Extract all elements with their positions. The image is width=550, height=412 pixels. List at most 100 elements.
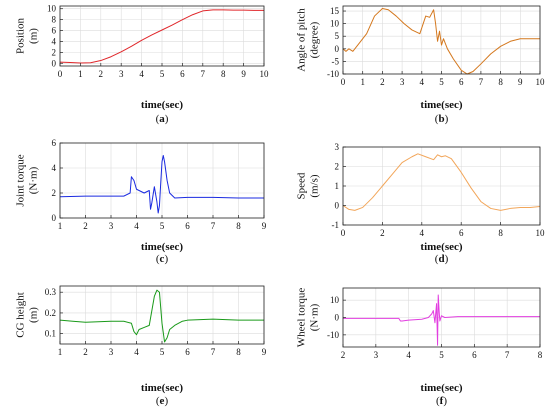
y-axis-label: (N·m): [28, 166, 40, 194]
y-tick-label: 4: [52, 163, 57, 173]
y-axis-label: (m/s): [309, 174, 321, 198]
panel-caption: (d): [435, 253, 449, 265]
x-tick-label: 9: [518, 77, 523, 87]
x-axis-label: time(sec): [141, 241, 183, 253]
x-tick-label: 5: [160, 221, 165, 231]
series-line-0: [342, 153, 541, 211]
x-tick-label: 7: [505, 350, 510, 360]
y-tick-label: 0: [52, 213, 57, 223]
x-tick-label: 9: [241, 69, 246, 79]
y-tick-label: 10: [47, 4, 57, 14]
x-tick-label: 4: [139, 69, 144, 79]
x-axis-label: time(sec): [420, 99, 462, 111]
x-tick-label: 6: [459, 77, 464, 87]
y-tick-label: 4: [52, 36, 57, 46]
x-tick-label: 3: [109, 347, 114, 357]
x-tick-label: 1: [78, 69, 83, 79]
x-tick-label: 3: [119, 69, 124, 79]
x-tick-label: 4: [420, 77, 425, 87]
panel-caption: (a): [156, 113, 169, 125]
x-tick-label: 7: [201, 69, 206, 79]
y-axis-label: Angle of pitch: [296, 8, 308, 72]
x-tick-label: 6: [185, 347, 190, 357]
y-tick-label: -10: [327, 330, 339, 340]
x-tick-label: 7: [211, 347, 216, 357]
x-tick-label: 2: [380, 228, 385, 238]
x-tick-label: 5: [439, 77, 444, 87]
x-tick-label: 10: [260, 69, 270, 79]
y-axis-label: (N·m): [309, 303, 321, 331]
series-line-0: [59, 9, 264, 64]
panel-caption: (e): [156, 395, 169, 407]
x-axis-label: time(sec): [141, 99, 183, 111]
x-tick-label: 4: [134, 347, 139, 357]
y-tick-label: 15: [330, 6, 340, 16]
x-tick-label: 0: [341, 77, 346, 87]
chart-panel-e: 1 2 3 4 5 6 7 8 9 0.1 0.2 0.3 time(sec) CG height (m) (…: [15, 285, 267, 407]
x-tick-label: 3: [374, 350, 379, 360]
x-tick-label: 4: [134, 221, 139, 231]
x-axis-label: time(sec): [420, 382, 462, 394]
y-tick-label: 2: [335, 162, 340, 172]
x-tick-label: 0: [341, 228, 346, 238]
series-line-0: [342, 8, 540, 75]
x-tick-label: 2: [83, 347, 88, 357]
x-tick-label: 6: [180, 69, 185, 79]
x-tick-label: 8: [498, 228, 503, 238]
y-axis-label: Joint torque: [15, 154, 27, 206]
y-axis-label: (m): [28, 28, 40, 44]
x-tick-label: 8: [538, 350, 543, 360]
y-tick-label: -5: [332, 56, 340, 66]
y-tick-label: 0.3: [45, 287, 57, 297]
y-tick-label: 0: [52, 58, 57, 68]
y-tick-label: 10: [330, 295, 340, 305]
x-tick-label: 2: [341, 350, 346, 360]
chart-panel-f: 2 3 4 5 6 7 8 -10 0 10 time(sec) Wheel torque (N·m) (…: [296, 287, 543, 407]
y-axis-label: Position: [15, 17, 27, 54]
x-tick-label: 1: [58, 221, 63, 231]
panel-caption: (b): [435, 113, 449, 125]
y-tick-label: 10: [330, 19, 340, 29]
y-tick-label: 3: [335, 142, 340, 152]
panel-caption: (c): [156, 253, 169, 265]
x-tick-label: 9: [262, 221, 267, 231]
y-axis-label: CG height: [15, 292, 27, 338]
x-tick-label: 1: [360, 77, 365, 87]
y-axis-label: (m): [28, 307, 40, 323]
x-tick-label: 2: [83, 221, 88, 231]
series-line-0: [59, 289, 264, 343]
series-line-0: [343, 294, 540, 346]
y-tick-label: 0.2: [45, 308, 56, 318]
x-tick-label: 8: [236, 221, 241, 231]
x-tick-label: 5: [160, 69, 165, 79]
y-tick-label: 2: [52, 188, 57, 198]
x-tick-label: 6: [472, 350, 477, 360]
x-tick-label: 5: [439, 350, 444, 360]
x-tick-label: 2: [380, 77, 385, 87]
y-tick-label: 2: [52, 47, 57, 57]
x-tick-label: 0: [58, 69, 63, 79]
series-line-0: [59, 155, 264, 214]
x-tick-label: 10: [536, 228, 546, 238]
x-tick-label: 6: [459, 228, 464, 238]
y-axis-label: (degree): [309, 21, 321, 58]
x-tick-label: 3: [400, 77, 405, 87]
x-tick-label: 1: [58, 347, 63, 357]
y-tick-label: 1: [335, 181, 340, 191]
y-tick-label: 0: [335, 201, 340, 211]
y-tick-label: 6: [52, 138, 57, 148]
y-tick-label: 0: [335, 313, 340, 323]
y-tick-label: 8: [52, 15, 57, 25]
x-tick-label: 8: [498, 77, 503, 87]
x-tick-label: 7: [211, 221, 216, 231]
x-tick-label: 9: [262, 347, 267, 357]
y-tick-label: 0: [335, 44, 340, 54]
y-tick-label: -1: [332, 220, 340, 230]
x-tick-label: 10: [536, 77, 546, 87]
x-tick-label: 6: [185, 221, 190, 231]
panel-caption: (f): [436, 395, 447, 407]
chart-panel-b: 0 1 2 3 4 5 6 7 8 9 10 -10 -5 0 5 10 15 time(sec) Angle of…: [296, 5, 546, 125]
